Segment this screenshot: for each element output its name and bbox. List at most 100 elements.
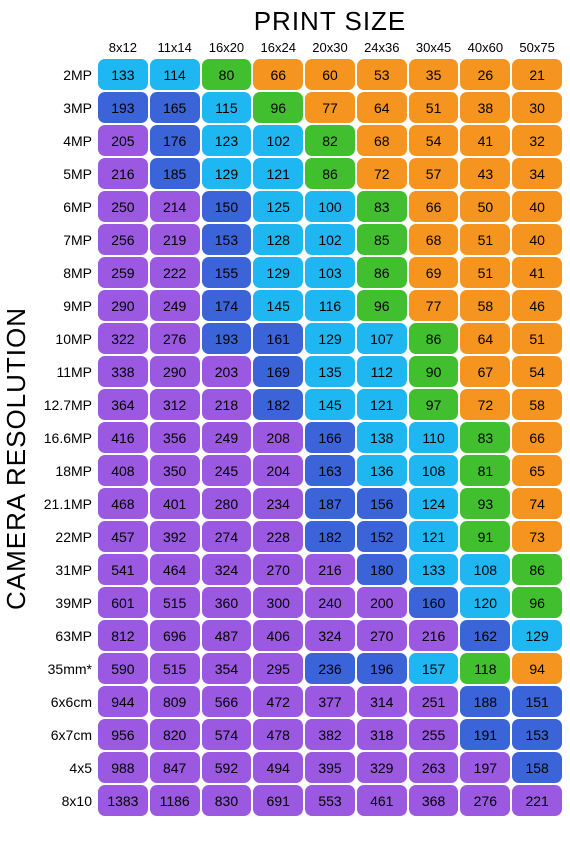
heatmap-cell: 324 <box>202 554 252 585</box>
heatmap-cell: 115 <box>202 92 252 123</box>
heatmap-cell: 205 <box>98 125 148 156</box>
heatmap-cell: 51 <box>512 323 562 354</box>
heatmap-cell: 129 <box>512 620 562 651</box>
row-header: 6MP <box>34 199 98 215</box>
heatmap-cell: 322 <box>98 323 148 354</box>
table-row: 35mm*59051535429523619615711894 <box>34 653 562 684</box>
heatmap-cell: 208 <box>253 422 303 453</box>
heatmap-cell: 809 <box>150 686 200 717</box>
heatmap-cell: 166 <box>305 422 355 453</box>
heatmap-cell: 182 <box>253 389 303 420</box>
heatmap-cell: 276 <box>460 785 510 816</box>
row-header: 8x10 <box>34 793 98 809</box>
row-cells: 54146432427021618013310886 <box>98 554 562 585</box>
heatmap-cell: 416 <box>98 422 148 453</box>
row-cells: 4083502452041631361088165 <box>98 455 562 486</box>
heatmap-cell: 124 <box>409 488 459 519</box>
row-header: 2MP <box>34 67 98 83</box>
table-row: 4x5988847592494395329263197158 <box>34 752 562 783</box>
heatmap-cell: 276 <box>150 323 200 354</box>
row-header: 16.6MP <box>34 430 98 446</box>
heatmap-cell: 91 <box>460 521 510 552</box>
heatmap-cell: 541 <box>98 554 148 585</box>
row-cells: 338290203169135112906754 <box>98 356 562 387</box>
row-cells: 13311480666053352621 <box>98 59 562 90</box>
heatmap-cell: 94 <box>512 653 562 684</box>
heatmap-cell: 590 <box>98 653 148 684</box>
heatmap-cell: 406 <box>253 620 303 651</box>
table-row: 12.7MP364312218182145121977258 <box>34 389 562 420</box>
heatmap-cell: 1383 <box>98 785 148 816</box>
row-header: 7MP <box>34 232 98 248</box>
heatmap-cell: 83 <box>357 191 407 222</box>
heatmap-cell: 988 <box>98 752 148 783</box>
heatmap-cell: 129 <box>253 257 303 288</box>
heatmap-cell: 38 <box>460 92 510 123</box>
heatmap-cell: 216 <box>98 158 148 189</box>
row-cells: 2161851291218672574334 <box>98 158 562 189</box>
heatmap-cell: 263 <box>409 752 459 783</box>
y-axis-title: CAMERA RESOLUTION <box>0 70 34 847</box>
table-row: 4MP2051761231028268544132 <box>34 125 562 156</box>
table-row: 18MP4083502452041631361088165 <box>34 455 562 486</box>
heatmap-cell: 290 <box>150 356 200 387</box>
heatmap-cell: 174 <box>202 290 252 321</box>
heatmap-cell: 494 <box>253 752 303 783</box>
row-cells: 25621915312810285685140 <box>98 224 562 255</box>
heatmap-cell: 128 <box>253 224 303 255</box>
row-header: 11MP <box>34 364 98 380</box>
heatmap-cell: 138 <box>357 422 407 453</box>
heatmap-cell: 73 <box>512 521 562 552</box>
heatmap-cell: 219 <box>150 224 200 255</box>
heatmap-cell: 270 <box>357 620 407 651</box>
heatmap-cell: 108 <box>460 554 510 585</box>
heatmap-cell: 182 <box>305 521 355 552</box>
row-header: 35mm* <box>34 661 98 677</box>
row-header: 6x6cm <box>34 694 98 710</box>
heatmap-cell: 461 <box>357 785 407 816</box>
heatmap-cell: 125 <box>253 191 303 222</box>
table-row: 16.6MP4163562492081661381108366 <box>34 422 562 453</box>
row-cells: 193165115967764513830 <box>98 92 562 123</box>
heatmap-cell: 64 <box>460 323 510 354</box>
heatmap-cell: 65 <box>512 455 562 486</box>
heatmap-cell: 830 <box>202 785 252 816</box>
heatmap-cell: 133 <box>409 554 459 585</box>
heatmap-cell: 165 <box>150 92 200 123</box>
heatmap-cell: 300 <box>253 587 303 618</box>
heatmap-cell: 153 <box>202 224 252 255</box>
heatmap-cell: 169 <box>253 356 303 387</box>
heatmap-cell: 176 <box>150 125 200 156</box>
row-cells: 29024917414511696775846 <box>98 290 562 321</box>
heatmap-cell: 160 <box>409 587 459 618</box>
heatmap-cell: 155 <box>202 257 252 288</box>
heatmap-cell: 110 <box>409 422 459 453</box>
heatmap-cell: 51 <box>460 224 510 255</box>
heatmap-cell: 696 <box>150 620 200 651</box>
row-cells: 322276193161129107866451 <box>98 323 562 354</box>
heatmap-cell: 85 <box>357 224 407 255</box>
heatmap-cell: 118 <box>460 653 510 684</box>
heatmap-cell: 280 <box>202 488 252 519</box>
heatmap-cell: 129 <box>202 158 252 189</box>
heatmap-cell: 216 <box>305 554 355 585</box>
row-header: 5MP <box>34 166 98 182</box>
heatmap-cell: 158 <box>512 752 562 783</box>
heatmap-cell: 364 <box>98 389 148 420</box>
heatmap-cell: 204 <box>253 455 303 486</box>
heatmap-cell: 240 <box>305 587 355 618</box>
row-header: 4x5 <box>34 760 98 776</box>
heatmap-cell: 472 <box>253 686 303 717</box>
heatmap-cell: 72 <box>460 389 510 420</box>
heatmap-cell: 108 <box>409 455 459 486</box>
table-row: 7MP25621915312810285685140 <box>34 224 562 255</box>
heatmap-cell: 66 <box>253 59 303 90</box>
heatmap-cell: 290 <box>98 290 148 321</box>
heatmap-cell: 51 <box>460 257 510 288</box>
heatmap-cell: 60 <box>305 59 355 90</box>
heatmap-cell: 354 <box>202 653 252 684</box>
heatmap-cell: 41 <box>460 125 510 156</box>
table-row: 39MP60151536030024020016012096 <box>34 587 562 618</box>
heatmap-cell: 145 <box>253 290 303 321</box>
column-header: 40x60 <box>460 40 510 59</box>
